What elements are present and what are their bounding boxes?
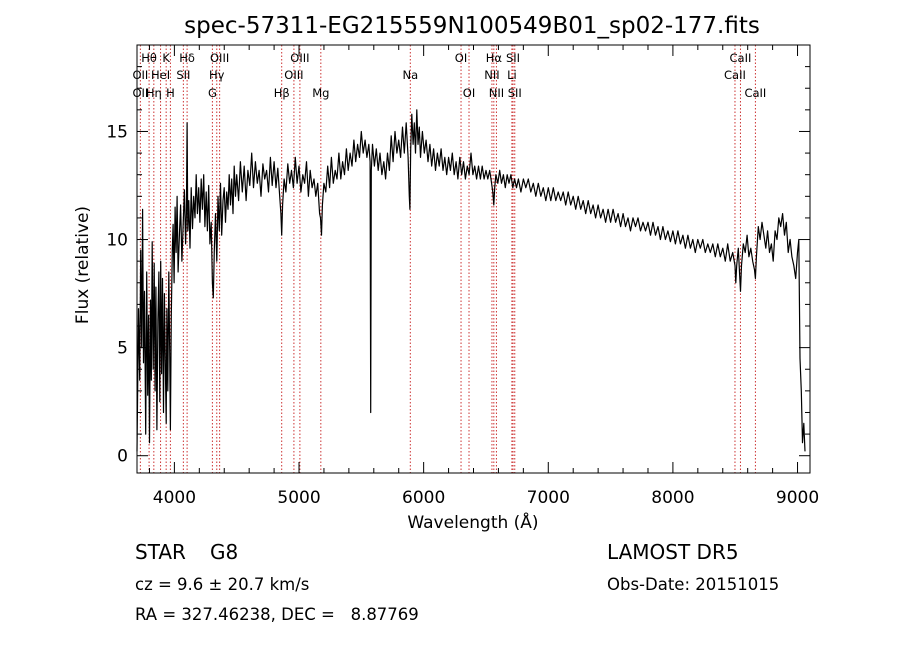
- spectral-line-label: OII: [132, 68, 148, 82]
- spectral-line-label: Li: [507, 68, 517, 82]
- x-tick-label: 9000: [776, 488, 819, 508]
- spectral-line-label: SII: [508, 86, 522, 100]
- obs-date-readout: Obs-Date: 20151015: [607, 575, 779, 594]
- y-axis-label: Flux (relative): [73, 206, 93, 324]
- x-axis-ticks: 4000 5000 6000 7000 8000 9000: [148, 45, 819, 508]
- redshift-readout: cz = 9.6 ± 20.7 km/s: [135, 575, 309, 594]
- x-tick-label: 5000: [277, 488, 320, 508]
- spectral-subclass: G8: [210, 540, 238, 564]
- spectral-line-label: OI: [463, 86, 475, 100]
- spectral-line-label: K: [162, 51, 170, 65]
- spectral-line-label: OIII: [284, 68, 303, 82]
- spectral-line-label: OIII: [210, 51, 229, 65]
- x-tick-label: 6000: [402, 488, 445, 508]
- spectral-line-label: G: [208, 86, 217, 100]
- y-tick-label: 10: [106, 231, 128, 251]
- spectral-line-label: H: [166, 86, 175, 100]
- coordinates-readout: RA = 327.46238, DEC = 8.87769: [135, 605, 419, 624]
- spectral-line-label: SII: [176, 68, 190, 82]
- spectral-line-label: SII: [506, 51, 520, 65]
- spectrum-line: [136, 109, 806, 452]
- spectral-line-label: Na: [402, 68, 418, 82]
- y-tick-label: 0: [117, 447, 128, 467]
- spectral-line-label: NII: [489, 86, 504, 100]
- y-tick-label: 5: [117, 339, 128, 359]
- x-tick-label: 4000: [153, 488, 196, 508]
- spectral-line-label: Hβ: [274, 86, 290, 100]
- spectral-line-label: Hη: [146, 86, 162, 100]
- spectral-line-label: CaII: [724, 68, 746, 82]
- spectral-line-label: HeI: [151, 68, 170, 82]
- y-tick-label: 15: [106, 122, 128, 142]
- spectral-line-label: CaII: [730, 51, 752, 65]
- x-axis-label: Wavelength (Å): [407, 511, 538, 533]
- spectral-line-label: Hγ: [209, 68, 225, 82]
- spectral-line-label: OIII: [290, 51, 309, 65]
- x-tick-label: 7000: [527, 488, 570, 508]
- y-axis-ticks: 0 5 10 15: [106, 66, 810, 467]
- chart-title: spec-57311-EG215559N100549B01_sp02-177.f…: [184, 13, 760, 39]
- spectral-line-label: Hδ: [179, 51, 195, 65]
- spectral-line-label: CaII: [744, 86, 766, 100]
- spectral-line-label: Hα: [486, 51, 503, 65]
- spectral-line-label: Mg: [312, 86, 329, 100]
- spectral-line-label: OI: [455, 51, 467, 65]
- object-class: STAR: [135, 540, 186, 564]
- survey-name: LAMOST DR5: [607, 540, 739, 564]
- spectral-line-label: OII: [132, 86, 148, 100]
- spectral-line-label: NII: [484, 68, 499, 82]
- x-tick-label: 8000: [651, 488, 694, 508]
- spectral-line-label: Hθ: [141, 51, 157, 65]
